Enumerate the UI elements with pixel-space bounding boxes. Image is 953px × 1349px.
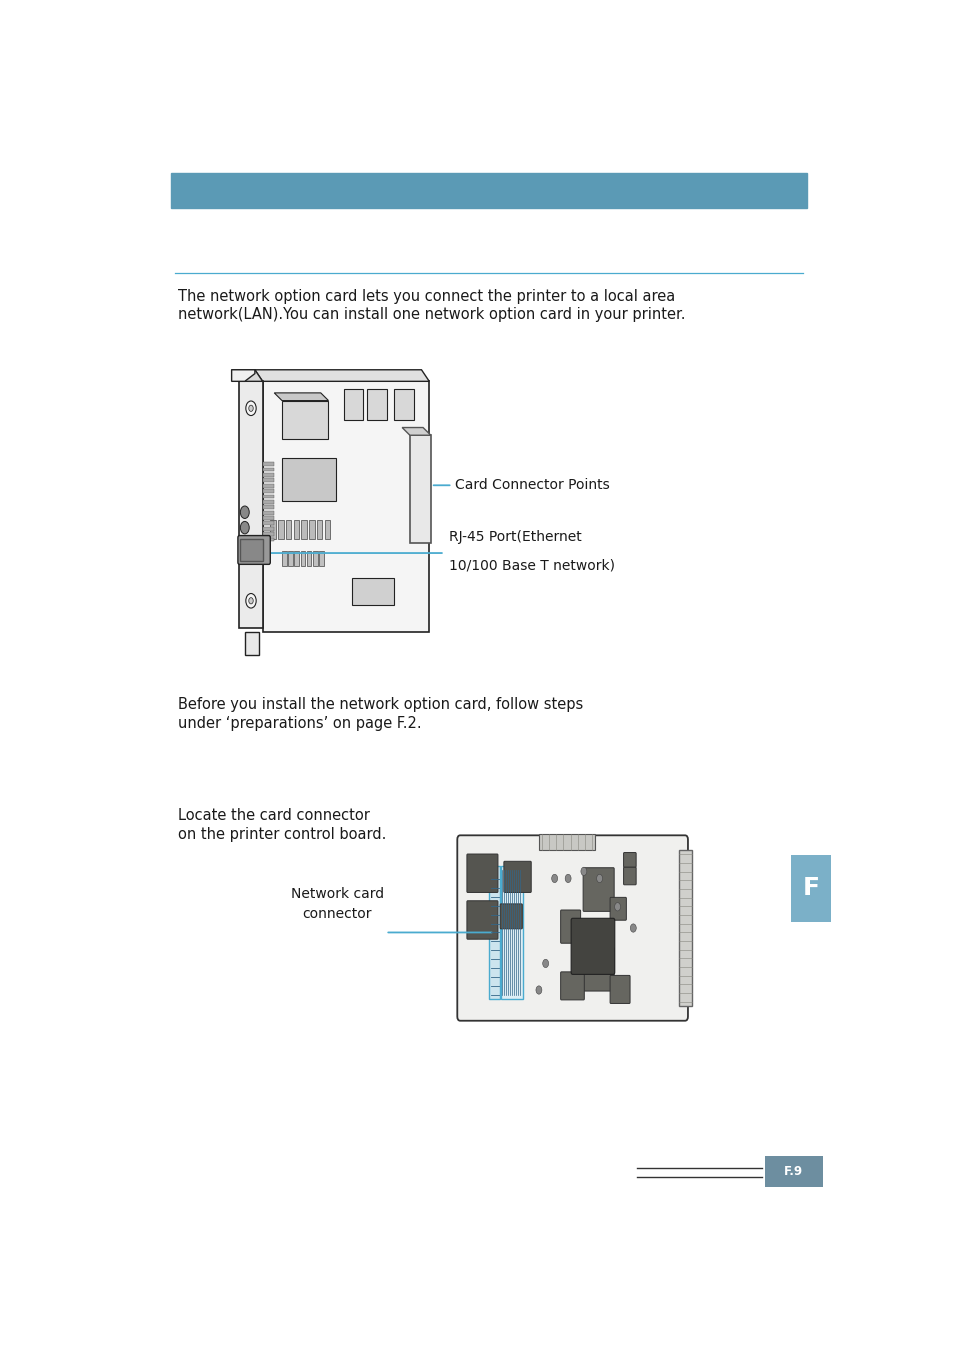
Bar xyxy=(679,850,692,1006)
Bar xyxy=(262,468,274,471)
Text: Card Connector Points: Card Connector Points xyxy=(455,479,609,492)
Bar xyxy=(538,834,595,850)
Bar xyxy=(245,631,258,654)
FancyBboxPatch shape xyxy=(503,861,531,893)
Bar xyxy=(309,519,314,540)
Bar xyxy=(262,463,274,465)
Circle shape xyxy=(536,986,541,994)
FancyBboxPatch shape xyxy=(466,901,497,939)
Bar xyxy=(294,550,298,567)
Bar xyxy=(262,538,274,541)
Text: F.9: F.9 xyxy=(783,1166,802,1178)
Text: 10/100 Base T network): 10/100 Base T network) xyxy=(448,558,614,572)
Text: RJ-45 Port(Ethernet: RJ-45 Port(Ethernet xyxy=(448,530,580,544)
FancyBboxPatch shape xyxy=(571,919,614,974)
Bar xyxy=(278,519,283,540)
FancyBboxPatch shape xyxy=(623,867,636,885)
Bar xyxy=(262,527,274,530)
Bar xyxy=(286,519,291,540)
Text: on the printer control board.: on the printer control board. xyxy=(178,827,386,842)
Polygon shape xyxy=(402,428,431,436)
Bar xyxy=(282,550,286,567)
Circle shape xyxy=(249,405,253,411)
Bar xyxy=(262,479,274,482)
Bar xyxy=(262,511,274,514)
Circle shape xyxy=(551,874,557,882)
FancyBboxPatch shape xyxy=(623,853,636,867)
Bar xyxy=(171,173,806,208)
Circle shape xyxy=(614,902,619,911)
Circle shape xyxy=(596,874,602,882)
Circle shape xyxy=(630,924,636,932)
Text: connector: connector xyxy=(302,907,372,920)
FancyBboxPatch shape xyxy=(610,975,629,1004)
Bar xyxy=(500,866,522,998)
Bar xyxy=(240,540,262,561)
Bar xyxy=(262,490,274,492)
Text: The network option card lets you connect the printer to a local area: The network option card lets you connect… xyxy=(178,289,675,304)
Bar xyxy=(319,550,323,567)
Bar xyxy=(410,436,431,544)
Bar xyxy=(262,522,274,525)
Circle shape xyxy=(564,874,571,882)
Polygon shape xyxy=(274,393,328,401)
Bar xyxy=(262,533,274,536)
Bar xyxy=(262,495,274,498)
Bar xyxy=(282,459,335,500)
Circle shape xyxy=(240,522,249,534)
Bar xyxy=(262,517,274,519)
Text: under ‘preparations’ on page F.2.: under ‘preparations’ on page F.2. xyxy=(178,715,421,731)
Circle shape xyxy=(580,867,586,876)
Polygon shape xyxy=(232,370,254,382)
Bar xyxy=(288,550,293,567)
Bar xyxy=(307,550,311,567)
Bar xyxy=(262,506,274,509)
Bar xyxy=(489,866,499,998)
Bar xyxy=(262,484,274,487)
Bar xyxy=(282,401,328,438)
FancyBboxPatch shape xyxy=(610,897,626,920)
Polygon shape xyxy=(262,382,429,631)
FancyBboxPatch shape xyxy=(499,904,522,929)
Polygon shape xyxy=(232,370,262,382)
Bar xyxy=(394,389,414,420)
Text: Network card: Network card xyxy=(291,886,383,901)
Circle shape xyxy=(249,598,253,604)
Bar xyxy=(301,519,307,540)
FancyBboxPatch shape xyxy=(237,536,270,564)
Bar xyxy=(316,519,322,540)
FancyBboxPatch shape xyxy=(560,971,583,1000)
Text: Locate the card connector: Locate the card connector xyxy=(178,808,370,823)
Circle shape xyxy=(240,506,249,518)
Bar xyxy=(300,550,305,567)
Polygon shape xyxy=(239,382,262,627)
Circle shape xyxy=(246,401,256,415)
Bar xyxy=(352,577,394,604)
Bar xyxy=(344,389,363,420)
Bar xyxy=(262,500,274,503)
Bar xyxy=(324,519,330,540)
Bar xyxy=(294,519,298,540)
Bar xyxy=(313,550,317,567)
FancyBboxPatch shape xyxy=(582,867,614,912)
Bar xyxy=(367,389,386,420)
FancyBboxPatch shape xyxy=(466,854,497,893)
FancyBboxPatch shape xyxy=(582,947,614,992)
Bar xyxy=(262,473,274,476)
Bar xyxy=(764,1156,822,1187)
Text: F: F xyxy=(801,877,819,901)
Bar xyxy=(270,519,275,540)
Text: Before you install the network option card, follow steps: Before you install the network option ca… xyxy=(178,697,583,712)
Polygon shape xyxy=(254,370,429,382)
Circle shape xyxy=(542,959,548,967)
Bar xyxy=(790,855,830,923)
Text: network(LAN).You can install one network option card in your printer.: network(LAN).You can install one network… xyxy=(178,308,685,322)
FancyBboxPatch shape xyxy=(560,911,580,943)
Circle shape xyxy=(246,594,256,608)
FancyBboxPatch shape xyxy=(456,835,687,1021)
